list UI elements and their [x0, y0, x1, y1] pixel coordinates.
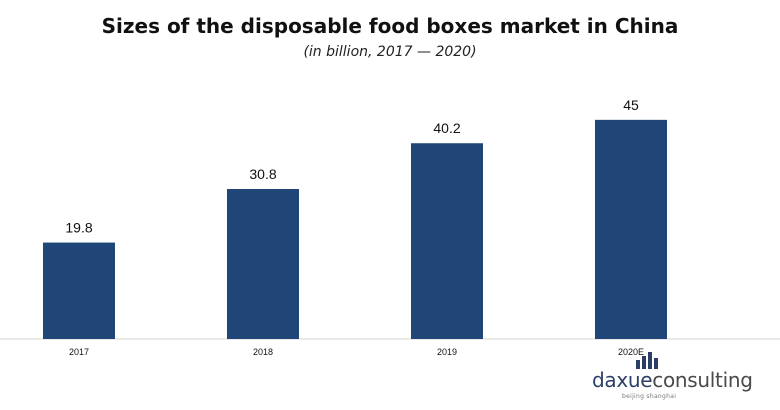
- value-label-2020E: 45: [623, 97, 639, 113]
- value-label-2017: 19.8: [65, 220, 92, 236]
- x-tick-label-2017: 2017: [69, 347, 89, 357]
- bar-2019: [411, 143, 483, 339]
- logo-name-part1: daxue: [592, 368, 653, 392]
- bar-2017: [43, 242, 115, 339]
- x-tick-label-2020E: 2020E: [618, 347, 644, 357]
- logo-bars-icon: [636, 352, 658, 369]
- logo-tagline: beijing shanghai: [622, 393, 677, 400]
- company-logo: daxueconsulting beijing shanghai: [592, 352, 772, 402]
- logo-wordmark: daxueconsulting: [592, 368, 753, 392]
- bar-2020E: [595, 119, 667, 339]
- x-tick-label-2018: 2018: [253, 347, 273, 357]
- chart-subtitle: (in billion, 2017 — 2020): [303, 44, 477, 60]
- value-label-2019: 40.2: [433, 120, 460, 136]
- value-label-2018: 30.8: [249, 166, 276, 182]
- chart-title: Sizes of the disposable food boxes marke…: [101, 14, 679, 38]
- bar-2018: [227, 189, 299, 339]
- logo-name-part2: consulting: [652, 368, 753, 392]
- x-tick-label-2019: 2019: [437, 347, 457, 357]
